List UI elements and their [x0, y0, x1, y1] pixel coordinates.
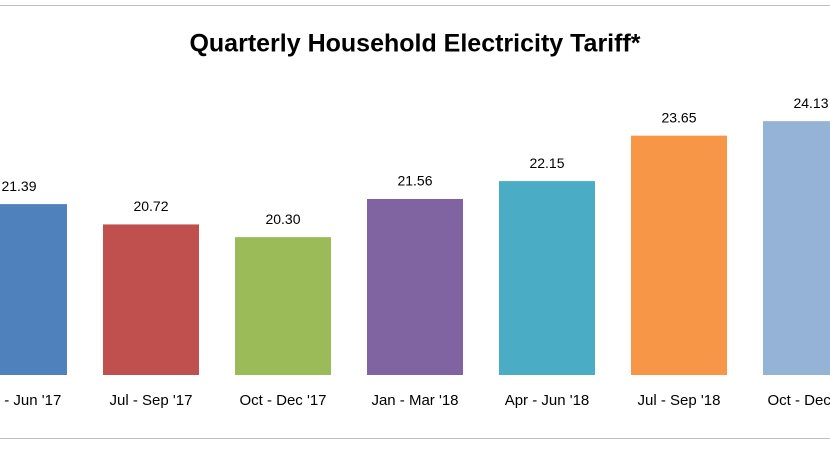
- x-tick-label: Jul - Sep '17: [110, 392, 193, 409]
- value-label: 22.15: [529, 155, 564, 171]
- value-label: 21.56: [397, 173, 432, 189]
- x-tick-label: Apr - Jun '17: [0, 392, 61, 409]
- x-tick-label: Jan - Mar '18: [371, 392, 458, 409]
- bar: [103, 224, 199, 375]
- bar: [499, 181, 595, 375]
- bar: [763, 121, 830, 376]
- x-tick-label: Jul - Sep '18: [638, 392, 721, 409]
- chart-title: Quarterly Household Electricity Tariff*: [189, 30, 640, 58]
- x-tick-label: Apr - Jun '18: [505, 392, 590, 409]
- value-label: 23.65: [661, 109, 696, 125]
- bar: [235, 237, 331, 375]
- bar: [367, 198, 463, 375]
- x-tick-label: Oct - Dec '17: [239, 392, 326, 409]
- value-label: 21.39: [1, 178, 36, 194]
- x-tick-label: Oct - Dec '18: [767, 392, 830, 409]
- value-label: 20.30: [265, 211, 300, 227]
- bar: [0, 204, 67, 375]
- value-label: 20.72: [133, 198, 168, 214]
- bar: [631, 135, 727, 375]
- value-label: 24.13: [793, 95, 828, 111]
